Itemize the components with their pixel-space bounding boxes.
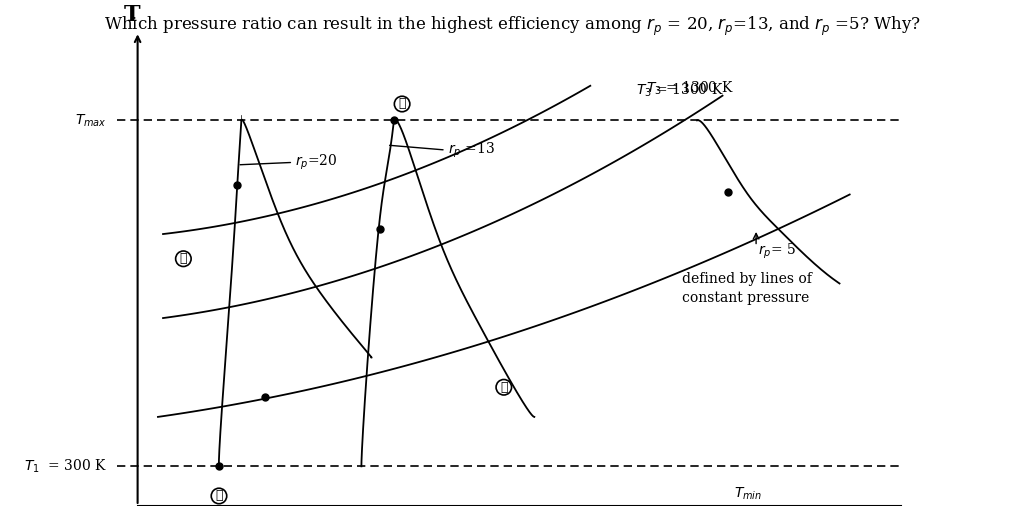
Text: Which pressure ratio can result in the highest efficiency among $r_p$ = 20, $r_p: Which pressure ratio can result in the h… [103, 15, 921, 39]
Text: $r_p$= 5: $r_p$= 5 [758, 242, 796, 261]
Text: $r_p$=20: $r_p$=20 [295, 153, 338, 172]
Text: T: T [124, 5, 141, 26]
Text: ④: ④ [500, 381, 508, 394]
Text: $r_p$ =13: $r_p$ =13 [447, 140, 495, 160]
Text: $T_{min}$: $T_{min}$ [734, 486, 762, 502]
Text: $T_3$ = 1300 K: $T_3$ = 1300 K [636, 82, 724, 100]
Text: ③: ③ [398, 98, 406, 111]
Text: defined by lines of
constant pressure: defined by lines of constant pressure [682, 272, 812, 305]
Text: ②: ② [179, 252, 187, 265]
Text: ①: ① [215, 490, 223, 502]
Text: $T_{max}$: $T_{max}$ [76, 112, 108, 129]
Text: $T_1$  = 300 K: $T_1$ = 300 K [24, 458, 108, 475]
Text: $T_3$ = 1300 K: $T_3$ = 1300 K [646, 80, 734, 97]
